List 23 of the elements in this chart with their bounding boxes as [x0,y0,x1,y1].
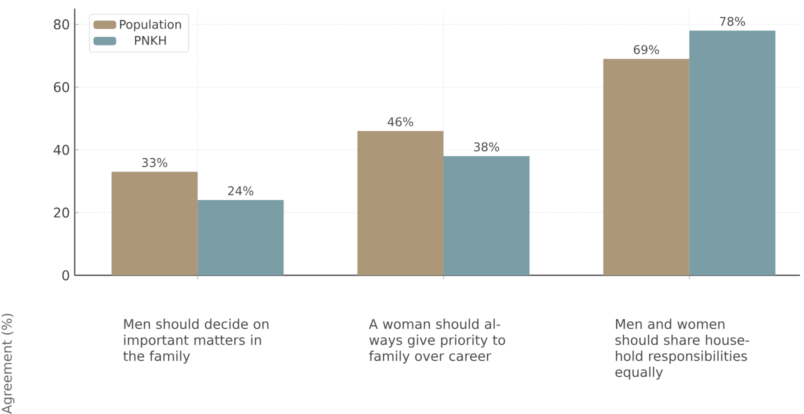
bar [198,200,284,276]
bar [112,172,198,276]
x-tick-label: A woman should al-ways give priority to family over career [368,318,506,364]
data-label: 33% [142,158,168,168]
y-axis-title: Agreement (%) [2,314,14,414]
y-tick-label: 40 [54,144,70,155]
y-tick-label: 20 [54,208,70,218]
legend-label: Population [120,20,181,32]
x-tick-label: Men should decide on important matters in the family [123,318,268,364]
bar [443,156,530,276]
bar [357,131,444,276]
legend-label: PNKH [135,36,166,45]
bar [603,58,690,276]
x-tick-label: Men and women should share house-hold responsibilities equally [615,318,750,380]
data-label: 78% [720,16,746,26]
y-tick-label: 0 [62,270,70,280]
bar [689,30,776,276]
data-label: 38% [474,142,500,152]
data-label: 24% [228,186,254,196]
y-tick-label: 80 [54,19,70,30]
y-tick-label: 60 [54,82,70,92]
data-label: 69% [634,45,659,54]
data-label: 46% [388,117,414,126]
